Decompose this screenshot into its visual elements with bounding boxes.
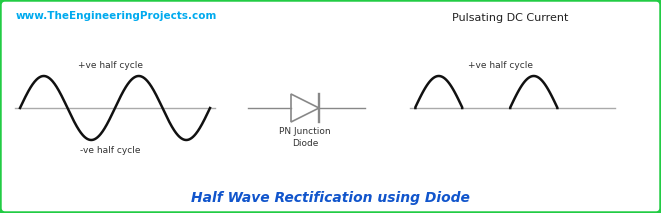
Text: www.TheEngineeringProjects.com: www.TheEngineeringProjects.com — [16, 11, 217, 21]
Text: +ve half cycle: +ve half cycle — [77, 61, 143, 70]
Text: PN Junction
Diode: PN Junction Diode — [279, 127, 330, 148]
Text: Half Wave Rectification using Diode: Half Wave Rectification using Diode — [190, 191, 469, 205]
Text: +ve half cycle: +ve half cycle — [467, 61, 533, 70]
Text: -ve half cycle: -ve half cycle — [80, 146, 140, 155]
Text: Pulsating DC Current: Pulsating DC Current — [452, 13, 568, 23]
